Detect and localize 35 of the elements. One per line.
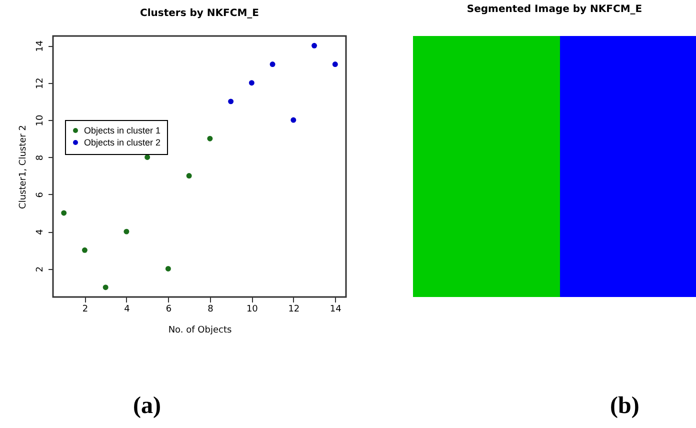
x-axis-title: No. of Objects [168,326,232,336]
point [248,80,254,86]
y-tick-label: 10 [36,114,46,126]
chart-title: Clusters by NKFCM_E [140,8,260,19]
point [207,136,213,142]
y-tick-label: 8 [36,154,46,161]
point [290,117,296,123]
y-tick-label: 2 [36,266,46,272]
text: Segmented Image by NKFCM_E [466,4,644,15]
point [61,210,67,216]
y-tick-label: 6 [36,192,46,198]
y-axis-title: Cluster1, Cluster 2 [18,125,28,209]
x-tick-label: 4 [124,304,130,314]
point [82,247,88,253]
point [332,62,338,67]
point [165,266,171,272]
x-tick-label: 10 [246,304,258,314]
x-tick-label: 14 [330,304,342,314]
point [270,62,276,67]
point [228,98,234,104]
x-tick-label: 6 [166,304,172,314]
x-tick-label: 2 [82,304,88,314]
point [124,228,130,234]
point [102,284,108,290]
y-tick-label: 12 [36,78,46,90]
text: (a) [133,393,161,420]
x-tick-label: 12 [288,304,300,314]
legend-label: Objects in cluster 1 [84,126,161,136]
point [312,42,318,48]
point [186,173,192,179]
y-tick-label: 14 [36,40,46,52]
text: (b) [610,393,640,420]
x-tick-label: 8 [208,304,214,314]
legend-label: Objects in cluster 2 [84,138,161,148]
y-tick-label: 4 [36,228,46,235]
